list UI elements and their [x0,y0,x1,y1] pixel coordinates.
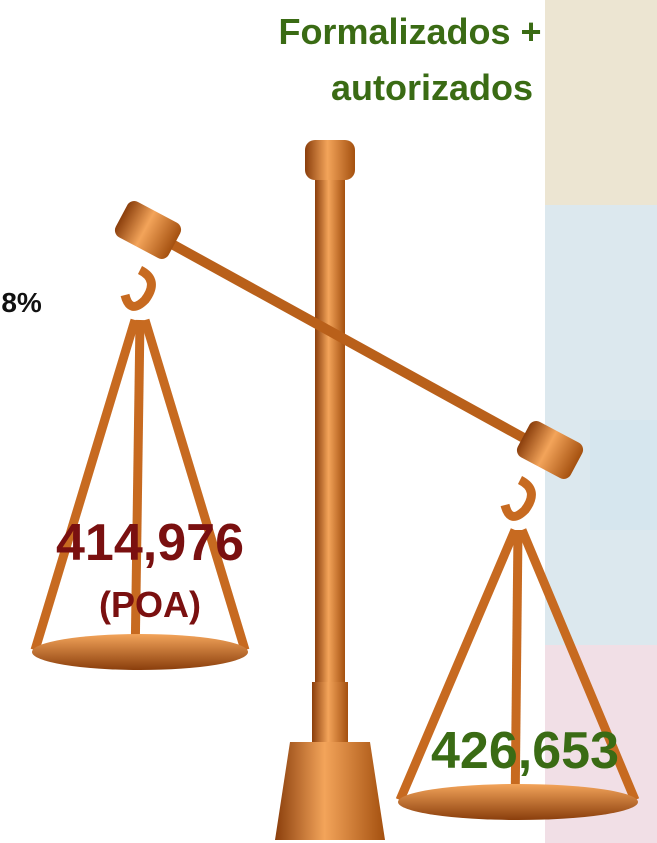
left-amount: 414,976 [56,514,244,572]
title-line: Formalizados + [278,11,541,52]
right-amount: 426,653 [431,722,619,780]
beam [114,201,584,479]
right-pan [395,475,640,820]
left-note: (POA) [99,584,201,625]
title-line: autorizados [331,67,533,108]
pillar [275,140,385,840]
left-pan [30,265,250,670]
background [545,0,657,843]
percent-label: 2.8% [0,287,42,318]
